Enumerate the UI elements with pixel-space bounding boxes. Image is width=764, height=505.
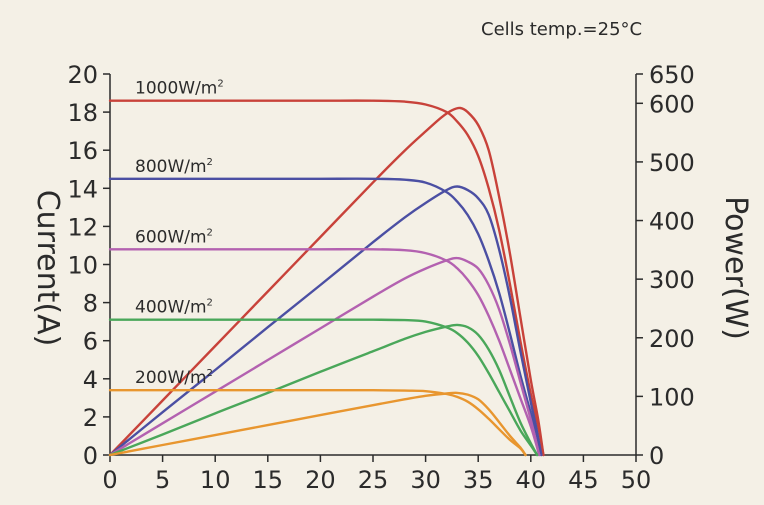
right-y-tick-label: 400 [649, 208, 695, 236]
x-axis-ticks: 0 5 10 15 20 25 30 35 40 45 50 [102, 455, 651, 494]
series-layer [108, 99, 545, 457]
current-curve-1000w-m [108, 99, 545, 457]
x-tick-label: 35 [463, 466, 494, 494]
irradiance-label-200w-m: 200W/m2 [135, 368, 213, 388]
x-tick-label: 0 [102, 466, 117, 494]
x-tick-label: 10 [200, 466, 231, 494]
left-y-tick-label: 2 [83, 404, 98, 432]
right-y-tick-label: 500 [649, 149, 695, 177]
plot-axes [109, 74, 637, 456]
left-y-tick-label: 10 [67, 252, 98, 280]
left-y-tick-label: 0 [83, 442, 98, 470]
left-y-axis-title: Current(A) [30, 190, 65, 347]
irradiance-label-400w-m: 400W/m2 [135, 298, 213, 318]
current-curve-600w-m [108, 248, 541, 457]
x-tick-label: 40 [516, 466, 547, 494]
left-y-tick-label: 14 [67, 175, 98, 203]
irradiance-label-600w-m: 600W/m2 [135, 227, 213, 247]
x-tick-label: 25 [358, 466, 389, 494]
power-curve-1000w-m [108, 106, 545, 457]
x-tick-label: 45 [568, 466, 599, 494]
irradiance-label-1000w-m: 1000W/m2 [135, 79, 224, 99]
current-curve-200w-m [108, 388, 527, 457]
x-tick-label: 15 [253, 466, 284, 494]
right-y-tick-label: 0 [649, 442, 664, 470]
power-curve-200w-m [108, 391, 527, 457]
x-tick-label: 20 [305, 466, 336, 494]
current-curve-400w-m [108, 318, 539, 457]
irradiance-labels: 1000W/m2 800W/m2 600W/m2 400W/m2 200W/m2 [135, 79, 224, 389]
x-tick-label: 50 [621, 466, 652, 494]
right-y-tick-label: 100 [649, 383, 695, 411]
power-curve-800w-m [108, 185, 543, 457]
irradiance-label-800w-m: 800W/m2 [135, 157, 213, 177]
left-y-tick-label: 20 [67, 61, 98, 89]
right-y-axis-title: Power(W) [718, 196, 753, 340]
current-curve-800w-m [108, 177, 543, 457]
left-y-axis-ticks: 0 2 4 6 8 10 12 14 16 18 20 [67, 61, 110, 470]
x-tick-label: 30 [410, 466, 441, 494]
power-curve-600w-m [108, 256, 541, 457]
left-y-tick-label: 4 [83, 366, 98, 394]
left-y-tick-label: 12 [67, 213, 98, 241]
right-y-tick-label: 200 [649, 325, 695, 353]
right-y-tick-label: 650 [649, 61, 695, 89]
right-y-tick-label: 300 [649, 266, 695, 294]
left-y-tick-label: 8 [83, 290, 98, 318]
cells-temperature-note: Cells temp.=25°C [481, 19, 642, 40]
left-y-tick-label: 18 [67, 99, 98, 127]
left-y-tick-label: 6 [83, 328, 98, 356]
power-curve-400w-m [108, 323, 539, 457]
right-y-tick-label: 600 [649, 90, 695, 118]
x-tick-label: 5 [155, 466, 170, 494]
left-y-tick-label: 16 [67, 137, 98, 165]
